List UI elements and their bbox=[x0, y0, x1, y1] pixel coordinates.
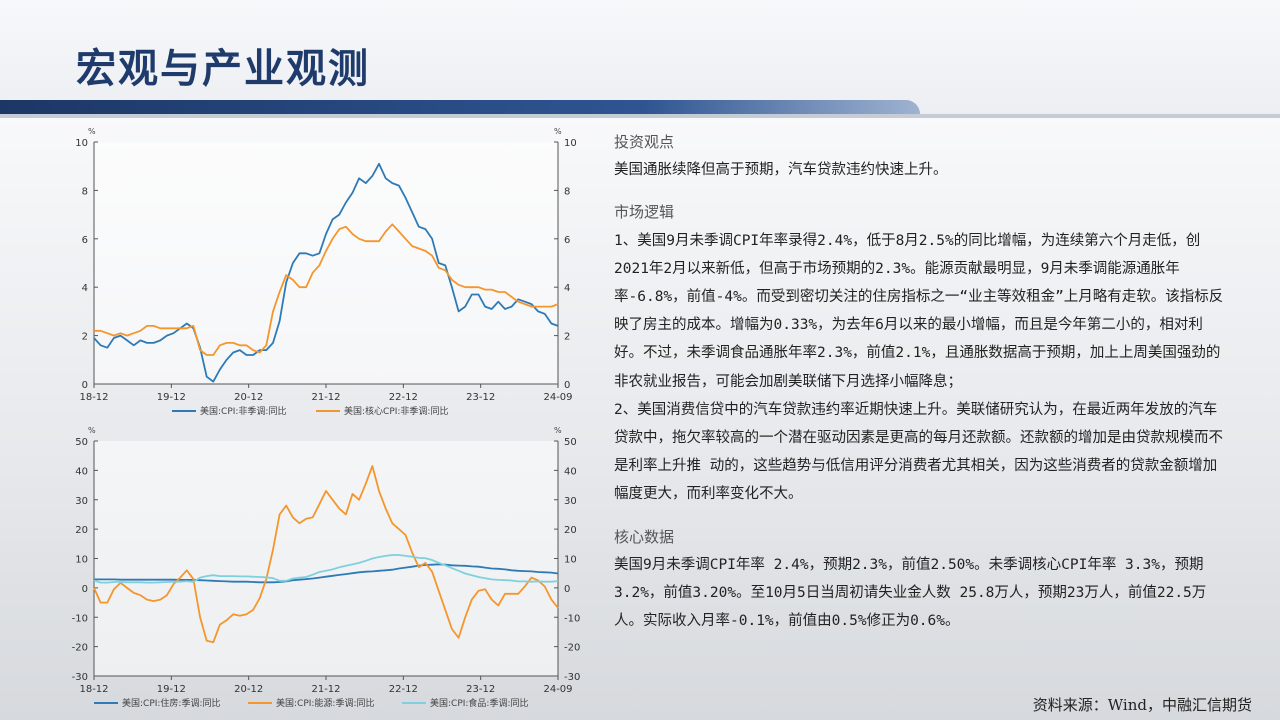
plot-area bbox=[94, 441, 558, 676]
series-line-1 bbox=[94, 563, 559, 584]
source-note: 资料来源：Wind，中融汇信期货 bbox=[1032, 696, 1252, 714]
x-tick-label: 24-09 bbox=[543, 392, 572, 403]
y-tick-label-right: 2 bbox=[564, 332, 570, 343]
unit-label-right: % bbox=[554, 127, 562, 136]
logic-paragraph-1: 1、美国9月未季调CPI年率录得2.4%，低于8月2.5%的同比增幅，为连续第六… bbox=[614, 232, 1224, 390]
legend: 美国:CPI:住房:季调:同比 美国:CPI:能源:季调:同比 美国:CPI:食品:… bbox=[94, 697, 529, 709]
y-tick-label-right: 50 bbox=[564, 437, 577, 448]
series-line-2 bbox=[93, 465, 559, 644]
y-tick-label-left: 10 bbox=[75, 555, 88, 566]
series-line-1 bbox=[93, 162, 559, 383]
y-tick-label-left: 6 bbox=[82, 235, 88, 246]
y-tick-label-right: 10 bbox=[564, 555, 577, 566]
x-tick-label: 24-09 bbox=[543, 684, 572, 695]
cpi-chart: %% 0 0 2 2 4 4 6 6 8 8 10 10 18-12 19-12 20-12 21-12 22-1… bbox=[75, 120, 580, 420]
legend-label-3: 美国:CPI:食品:季调:同比 bbox=[430, 697, 529, 709]
legend-label-2: 美国:核心CPI:非季调:同比 bbox=[344, 405, 448, 417]
y-tick-label-right: 0 bbox=[564, 584, 570, 595]
x-tick-label: 18-12 bbox=[79, 392, 108, 403]
legend: 美国:CPI:非季调:同比 美国:核心CPI:非季调:同比 bbox=[172, 405, 448, 417]
y-tick-label-left: -30 bbox=[72, 672, 88, 683]
y-tick-label-left: 50 bbox=[75, 437, 88, 448]
view-text: 美国通胀续降但高于预期，汽车贷款违约快速上升。 bbox=[614, 162, 948, 179]
legend-label-2: 美国:CPI:能源:季调:同比 bbox=[276, 697, 375, 709]
logic-heading: 市场逻辑 bbox=[614, 203, 675, 222]
cpi-components-chart-svg: % % -30 -30 -20 -20 -10 -10 0 0 10 10 20 20 30 30 40 40 50… bbox=[72, 426, 581, 709]
y-tick-label-right: 10 bbox=[564, 138, 577, 149]
page-title: 宏观与产业观测 bbox=[76, 45, 370, 92]
y-tick-label-right: 40 bbox=[564, 466, 577, 477]
y-tick-label-left: 0 bbox=[82, 584, 88, 595]
x-tick-label: 21-12 bbox=[311, 684, 340, 695]
unit-label-left: % bbox=[88, 127, 96, 136]
y-tick-label-left: -10 bbox=[72, 613, 88, 624]
y-tick-label-left: 30 bbox=[75, 496, 88, 507]
cpi-components-chart: %% -30 -30 -20 -20 -10 -10 0 0 10 10 20 20 30 30 40 40 50… bbox=[72, 424, 581, 710]
x-tick-label: 20-12 bbox=[234, 684, 263, 695]
commentary-panel: 投资观点 美国通胀续降但高于预期，汽车贷款违约快速上升。 市场逻辑 1、美国9月… bbox=[614, 128, 1224, 635]
y-tick-label-left: 10 bbox=[75, 138, 88, 149]
view-heading: 投资观点 bbox=[614, 133, 675, 151]
header-banner bbox=[0, 0, 1280, 118]
y-tick-label-left: 40 bbox=[75, 466, 88, 477]
plot-area bbox=[94, 142, 558, 384]
y-tick-label-right: -30 bbox=[564, 672, 580, 683]
x-tick-label: 20-12 bbox=[234, 392, 263, 403]
x-tick-label: 19-12 bbox=[157, 684, 186, 695]
cpi-chart-svg: % % 0 0 2 2 4 4 6 6 8 8 10 10 18-12 19-12 20-12 21-12 22-1… bbox=[75, 127, 577, 417]
y-tick-label-right: 30 bbox=[564, 496, 577, 507]
header-accent-band bbox=[0, 100, 920, 114]
y-tick-label-right: 6 bbox=[564, 235, 570, 246]
logic-paragraph-2: 2、美国消费信贷中的汽车贷款违约率近期快速上升。美联储研究认为，在最近两年发放的… bbox=[614, 401, 1223, 503]
y-tick-label-right: 8 bbox=[564, 186, 570, 197]
unit-label-right: % bbox=[554, 426, 562, 435]
header-divider bbox=[0, 114, 1280, 118]
y-tick-label-right: 20 bbox=[564, 525, 577, 536]
unit-label-left: % bbox=[88, 426, 96, 435]
legend-label-1: 美国:CPI:非季调:同比 bbox=[200, 405, 286, 417]
y-tick-label-left: 2 bbox=[82, 332, 88, 343]
series-line-3 bbox=[93, 554, 559, 584]
legend-label-1: 美国:CPI:住房:季调:同比 bbox=[122, 697, 221, 709]
y-tick-label-left: 0 bbox=[82, 380, 88, 391]
y-tick-label-left: -20 bbox=[72, 643, 88, 654]
x-tick-label: 22-12 bbox=[389, 684, 418, 695]
x-tick-label: 22-12 bbox=[389, 392, 418, 403]
y-tick-label-right: 0 bbox=[564, 380, 570, 391]
y-tick-label-right: -20 bbox=[564, 643, 580, 654]
x-tick-label: 23-12 bbox=[466, 684, 495, 695]
series-line-2 bbox=[94, 223, 559, 356]
y-tick-label-left: 4 bbox=[82, 283, 88, 294]
x-tick-label: 21-12 bbox=[311, 392, 340, 403]
y-tick-label-left: 8 bbox=[82, 186, 88, 197]
y-tick-label-right: -10 bbox=[564, 613, 580, 624]
x-tick-label: 23-12 bbox=[466, 392, 495, 403]
x-tick-label: 18-12 bbox=[79, 684, 108, 695]
x-tick-label: 19-12 bbox=[157, 392, 186, 403]
y-tick-label-left: 20 bbox=[75, 525, 88, 536]
core-heading: 核心数据 bbox=[614, 527, 675, 546]
core-text: 美国9月未季调CPI年率 2.4%，预期2.3%，前值2.50%。未季调核心CP… bbox=[614, 556, 1207, 630]
y-tick-label-right: 4 bbox=[564, 283, 570, 294]
